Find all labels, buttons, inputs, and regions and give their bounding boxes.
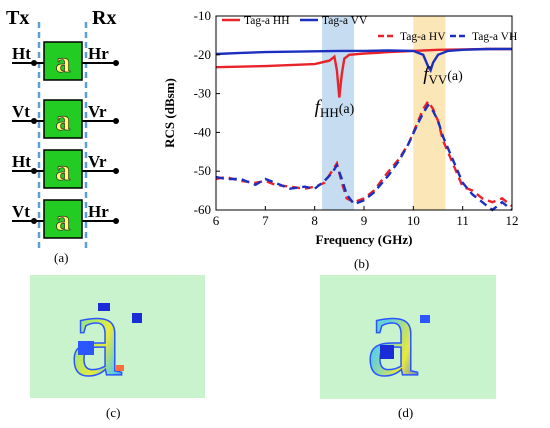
peak-annotation: fHH(a): [315, 97, 355, 120]
tag-letter: a: [56, 204, 71, 237]
port-label-left: Ht: [12, 44, 31, 63]
port-label-right: Hr: [88, 202, 109, 221]
port-label-right: Vr: [88, 102, 107, 121]
x-tick-label: 10: [407, 213, 420, 228]
caption-b: (b): [354, 256, 370, 271]
svg-text:a: a: [70, 275, 123, 398]
letter-a-image-d: a: [365, 267, 430, 402]
port-dot-right: [113, 218, 119, 224]
port-dot-left: [31, 218, 37, 224]
port-dot-left: [31, 168, 37, 174]
port-dot-right: [113, 118, 119, 124]
tag-box: [43, 149, 83, 189]
legend-label: Tag-a HH: [244, 15, 290, 27]
y-tick-label: -10: [194, 8, 211, 23]
legend-label: Tag-a VV: [322, 15, 368, 27]
tag-box: [43, 41, 83, 81]
tx-label: Tx: [6, 7, 29, 29]
y-tick-label: -40: [194, 124, 211, 139]
port-dot-right: [113, 168, 119, 174]
tag-box: [43, 199, 83, 239]
caption-a: (a): [54, 250, 69, 265]
port-label-right: Hr: [88, 44, 109, 63]
y-tick-label: -30: [194, 86, 211, 101]
tag-box: [43, 99, 83, 139]
port-label-left: Vt: [12, 102, 30, 121]
x-tick-label: 11: [456, 213, 469, 228]
series-line-tag-a-vh: [215, 103, 513, 212]
series-line-tag-a-hh: [215, 47, 512, 98]
port-dot-left: [31, 118, 37, 124]
panel-c-image: a: [30, 267, 205, 402]
legend-label: Tag-a HV: [400, 31, 446, 43]
x-tick-label: 8: [311, 213, 318, 228]
port-dot-right: [113, 60, 119, 66]
svg-text:a: a: [366, 275, 419, 399]
port-label-left: Ht: [12, 152, 31, 171]
y-tick-label: -20: [194, 47, 211, 62]
port-dot-left: [31, 60, 37, 66]
letter-a-image-c: a: [69, 267, 142, 402]
caption-c: (c): [106, 405, 121, 420]
x-tick-label: 6: [213, 213, 220, 228]
port-label-right: Vr: [88, 152, 107, 171]
y-axis-label: RCS (dBsm): [162, 78, 177, 148]
peak-annotation: fVV(a): [423, 64, 463, 87]
panel-d-image: a: [320, 267, 496, 402]
x-tick-label: 7: [262, 213, 269, 228]
x-tick-label: 9: [361, 213, 368, 228]
highlight-band: [413, 16, 446, 210]
series-line-tag-a-hv: [215, 99, 513, 208]
y-tick-label: -50: [194, 163, 211, 178]
rcs-chart: 6 7 8 9 10 11 12 -10 -20 -30 -40 -50 -60 Frequency (G…: [162, 8, 519, 247]
tag-letter: a: [56, 104, 71, 137]
rx-label: Rx: [92, 7, 116, 29]
legend-label: Tag-a VH: [472, 31, 517, 43]
y-tick-label: -60: [194, 202, 211, 217]
x-tick-label: 12: [506, 213, 519, 228]
port-label-left: Vt: [12, 202, 30, 221]
x-axis-label: Frequency (GHz): [316, 232, 413, 247]
caption-d: (d): [398, 405, 414, 420]
tag-letter: a: [56, 154, 71, 187]
tag-letter: a: [56, 46, 71, 79]
series-line-tag-a-vv: [215, 47, 512, 74]
